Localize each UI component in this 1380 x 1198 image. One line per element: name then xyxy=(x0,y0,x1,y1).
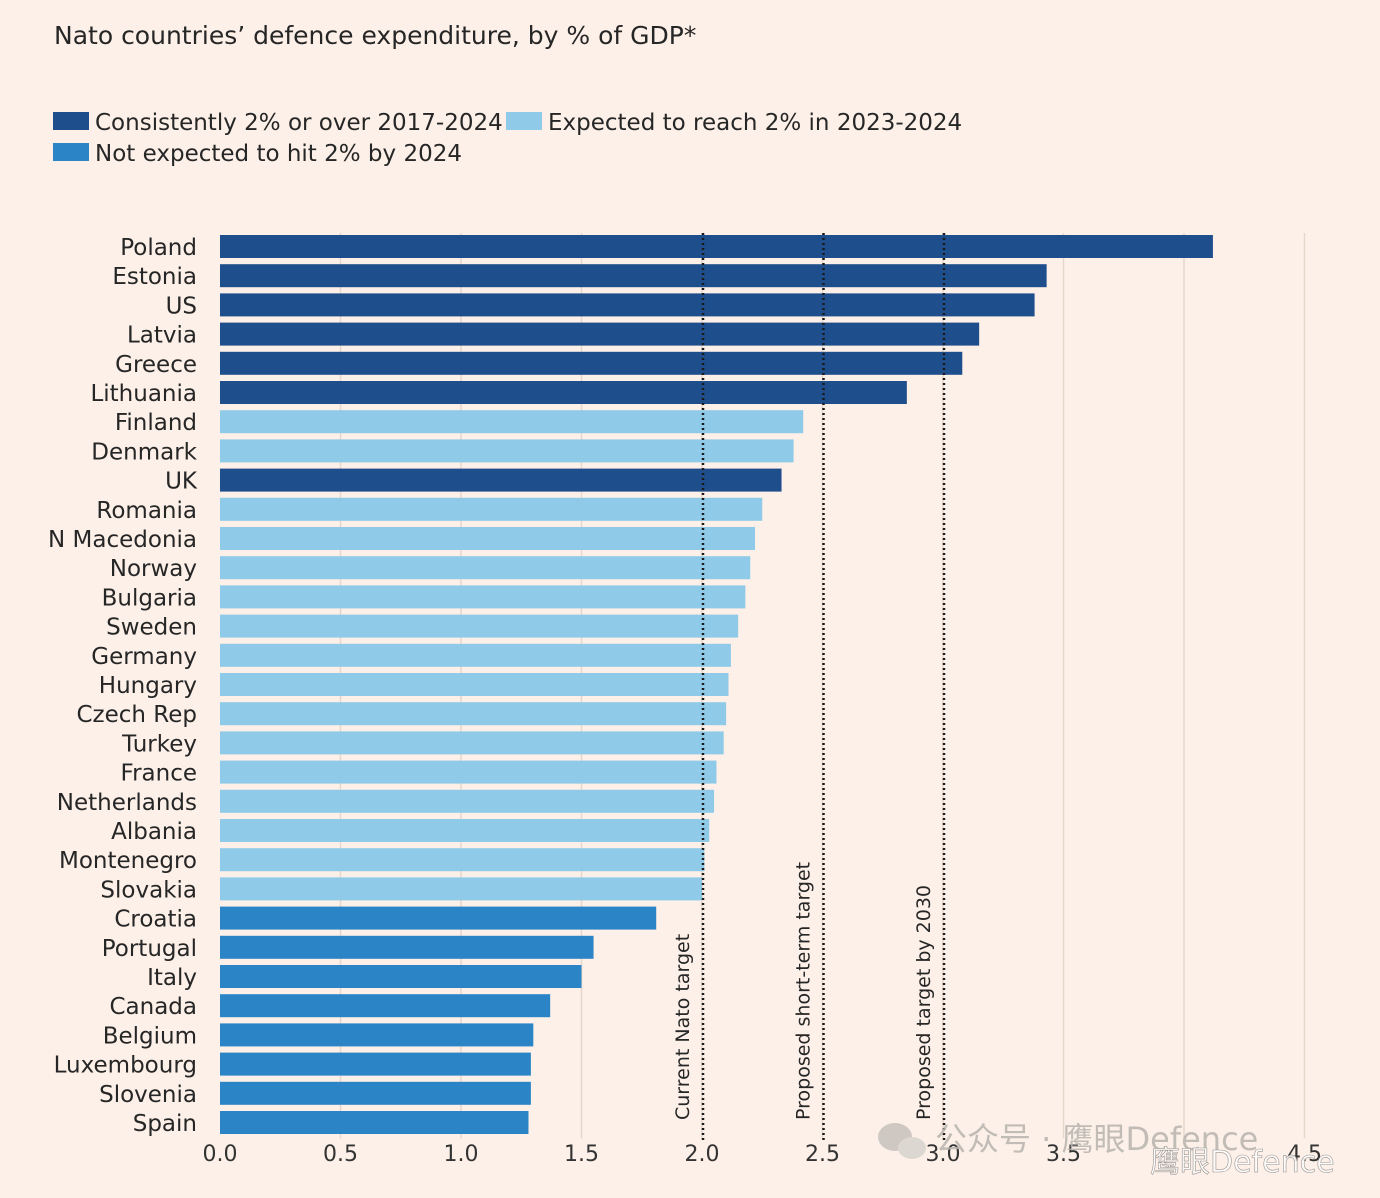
category-label: Estonia xyxy=(112,264,197,290)
category-label: Bulgaria xyxy=(102,585,197,611)
bar-greece xyxy=(220,351,963,375)
category-label: Croatia xyxy=(114,907,197,933)
wechat-icon xyxy=(878,1123,926,1159)
x-tick-label: 1.0 xyxy=(444,1142,479,1167)
bar-portugal xyxy=(220,935,594,959)
category-labels: Poland Estonia US Latvia Greece Lithuania Finl… xyxy=(48,235,198,1137)
x-tick-label: 2.0 xyxy=(685,1142,720,1167)
legend-label-consistent: Consistently 2% or over 2017-2024 xyxy=(95,110,503,136)
legend-label-not: Not expected to hit 2% by 2024 xyxy=(95,141,462,167)
category-label: N Macedonia xyxy=(48,527,197,553)
reference-lines: Current Nato target Proposed short-term t… xyxy=(672,233,946,1141)
legend-swatch-consistent xyxy=(53,112,89,130)
bar-romania xyxy=(220,497,763,521)
legend-swatch-expected xyxy=(506,112,542,130)
category-label: Turkey xyxy=(121,731,197,757)
category-label: France xyxy=(121,761,197,787)
watermark: 公众号 · 鹰眼Defence 鹰眼Defence xyxy=(878,1120,1335,1180)
bar-norway xyxy=(220,556,751,580)
category-label: Albania xyxy=(111,819,197,845)
category-label: Netherlands xyxy=(57,790,197,816)
bar-luxembourg xyxy=(220,1052,531,1076)
x-tick-label: 3.0 xyxy=(926,1142,961,1167)
bar-netherlands xyxy=(220,789,715,813)
category-label: Germany xyxy=(91,644,197,670)
bar-italy xyxy=(220,965,582,988)
category-label: Norway xyxy=(110,556,197,582)
bar-spain xyxy=(220,1111,529,1134)
bar-hungary xyxy=(220,673,729,696)
bar-denmark xyxy=(220,439,794,463)
bar-germany xyxy=(220,643,731,667)
x-tick-label: 1.5 xyxy=(564,1142,599,1167)
bar-estonia xyxy=(220,264,1047,288)
reference-label: Proposed short-term target xyxy=(793,862,815,1120)
bar-uk xyxy=(220,468,782,492)
watermark-text: 公众号 · 鹰眼Defence xyxy=(935,1120,1258,1158)
x-tick-label: 0.0 xyxy=(203,1142,238,1167)
bar-lithuania xyxy=(220,381,907,404)
category-label: UK xyxy=(165,469,198,495)
category-label: Belgium xyxy=(103,1023,197,1049)
category-label: Poland xyxy=(120,235,197,261)
category-label: Spain xyxy=(133,1111,197,1137)
x-tick-label: 0.5 xyxy=(323,1142,358,1167)
category-label: Slovakia xyxy=(100,877,197,903)
legend-swatch-not xyxy=(53,143,89,161)
bar-sweden xyxy=(220,614,739,638)
watermark-secondary: 鹰眼Defence xyxy=(1150,1145,1335,1180)
category-label: Montenegro xyxy=(59,848,197,874)
category-label: Lithuania xyxy=(90,381,197,407)
bar-us xyxy=(220,293,1035,317)
x-tick-label: 3.5 xyxy=(1046,1142,1081,1167)
legend-label-expected: Expected to reach 2% in 2023-2024 xyxy=(548,110,962,136)
category-label: Latvia xyxy=(127,323,197,349)
bar-canada xyxy=(220,994,551,1018)
category-label: Luxembourg xyxy=(54,1053,197,1079)
category-label: Greece xyxy=(115,352,197,378)
bar-finland xyxy=(220,410,804,434)
x-tick-label: 2.5 xyxy=(805,1142,840,1167)
chart-title: Nato countries’ defence expenditure, by … xyxy=(54,21,696,50)
category-label: Hungary xyxy=(99,673,197,699)
bar-croatia xyxy=(220,906,657,930)
bar-montenegro xyxy=(220,848,705,872)
category-label: Portugal xyxy=(102,936,197,962)
reference-label: Current Nato target xyxy=(672,934,694,1120)
bar-n-macedonia xyxy=(220,527,756,550)
bar-belgium xyxy=(220,1023,534,1047)
category-label: Romania xyxy=(96,498,197,524)
category-label: Finland xyxy=(115,410,197,436)
category-label: Slovenia xyxy=(99,1082,197,1108)
x-axis-ticks: 0.0 0.5 1.0 1.5 2.0 2.5 3.0 3.5 4.5 xyxy=(203,1142,1323,1167)
category-label: Italy xyxy=(147,965,197,991)
bar-poland xyxy=(220,235,1213,258)
bar-czech-rep xyxy=(220,702,727,726)
bar-slovakia xyxy=(220,877,702,901)
bar-slovenia xyxy=(220,1081,531,1105)
category-label: Denmark xyxy=(91,439,197,465)
bars xyxy=(220,235,1213,1134)
bar-latvia xyxy=(220,322,980,346)
bar-turkey xyxy=(220,731,724,755)
category-label: Czech Rep xyxy=(76,702,197,728)
category-label: Sweden xyxy=(106,615,197,641)
bar-bulgaria xyxy=(220,585,746,609)
bar-albania xyxy=(220,819,710,842)
legend: Consistently 2% or over 2017-2024 Expect… xyxy=(53,110,962,167)
reference-label: Proposed target by 2030 xyxy=(913,885,935,1120)
category-label: Canada xyxy=(109,994,197,1020)
category-label: US xyxy=(166,293,197,319)
x-tick-label: 4.5 xyxy=(1287,1142,1322,1167)
bar-france xyxy=(220,760,717,784)
